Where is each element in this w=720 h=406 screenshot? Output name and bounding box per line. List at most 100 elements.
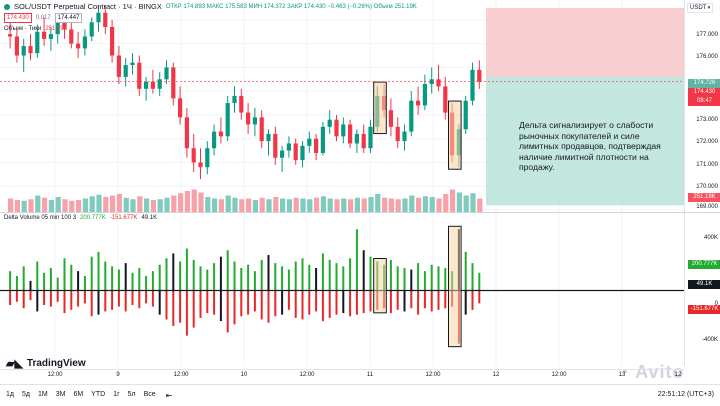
volume-bar — [157, 199, 163, 212]
candle-body — [368, 126, 373, 149]
time-axis[interactable]: 12:00 9 12:00 10 12:00 11 12:00 12 12:00… — [0, 369, 684, 384]
price-axis[interactable]: USDT ▾ 177.000 176.000 173.000 172.000 1… — [684, 0, 720, 212]
candle-body — [402, 131, 407, 142]
candle-body — [82, 36, 87, 49]
candle-body — [42, 31, 47, 39]
volume-bar — [137, 196, 143, 212]
volume-bar — [456, 192, 462, 212]
candle-body — [320, 126, 325, 153]
volume-bar — [130, 199, 136, 212]
volume-bar — [395, 199, 401, 212]
range-5y-button[interactable]: 5л — [127, 391, 136, 398]
candle-body — [327, 119, 332, 127]
tradingview-logo-icon: ▰◣ — [6, 358, 23, 370]
range-1m-button[interactable]: 1М — [37, 391, 48, 398]
spread-value: 0.017 — [35, 15, 51, 21]
volume-bar — [354, 197, 360, 212]
time-tick: 13 — [618, 372, 626, 378]
candle-body — [409, 100, 414, 132]
range-3m-button[interactable]: 3М — [55, 391, 66, 398]
candle-body — [14, 36, 19, 56]
candle-body — [354, 133, 359, 144]
volume-bar — [103, 197, 109, 212]
delta-tag-neg: -151.677K — [688, 305, 720, 314]
range-6m-button[interactable]: 6М — [73, 391, 84, 398]
volume-bar — [252, 200, 258, 212]
goto-date-icon[interactable]: ⇤ — [165, 391, 173, 400]
delta-volume-panel[interactable] — [0, 213, 684, 366]
delta-volume-chart[interactable] — [0, 213, 684, 366]
range-all-button[interactable]: Все — [143, 391, 156, 398]
volume-bar — [171, 195, 177, 212]
candle-body — [171, 67, 176, 99]
price-tag-upper: 174.726 — [688, 79, 720, 88]
volume-bar — [21, 200, 27, 212]
volume-label[interactable]: Объем · Тики — [4, 26, 42, 32]
symbol-title[interactable]: SOL/USDT Perpetual Contract · 1Ч · BINGX — [14, 2, 162, 11]
volume-bar — [14, 200, 20, 212]
time-tick: 12 — [492, 372, 500, 378]
volume-bar — [42, 197, 48, 212]
candle-body — [110, 27, 115, 56]
price-tick: 171.000 — [696, 162, 718, 168]
volume-bar — [55, 197, 61, 212]
tradingview-logo[interactable]: ▰◣ TradingView — [6, 357, 86, 370]
candle-body — [436, 79, 441, 87]
candle-body — [76, 43, 81, 49]
volume-bar — [76, 200, 82, 212]
candle-body — [123, 65, 128, 77]
volume-bar — [239, 199, 245, 212]
candle-body — [150, 81, 155, 89]
volume-bar — [286, 199, 292, 212]
highlight-box — [448, 225, 462, 348]
currency-selector[interactable]: USDT ▾ — [687, 3, 714, 13]
volume-bar — [35, 195, 41, 212]
time-tick: 12:00 — [173, 372, 189, 378]
candle-body — [212, 131, 217, 149]
buy-button[interactable]: 174.447 — [54, 13, 83, 23]
time-tick: 12:00 — [47, 372, 63, 378]
candle-body — [218, 131, 223, 137]
volume-bar — [382, 197, 388, 212]
volume-legend: Объем · Тики 251.19K — [4, 26, 68, 32]
price-chart[interactable] — [0, 0, 684, 212]
candle-body — [341, 124, 346, 137]
candle-body — [8, 34, 13, 37]
candle-body — [225, 103, 230, 137]
watermark: ◔ Avito — [618, 362, 685, 382]
delta-net-value: 49.1K — [141, 215, 158, 221]
candle-body — [48, 34, 53, 39]
volume-bar — [477, 198, 483, 212]
candle-body — [144, 81, 149, 89]
volume-bar — [327, 198, 333, 212]
volume-bar — [388, 198, 394, 212]
candle-body — [35, 31, 40, 54]
candle-body — [388, 110, 393, 127]
volume-bar — [402, 198, 408, 212]
price-tick: 170.000 — [696, 184, 718, 190]
volume-bar — [348, 199, 354, 212]
candle-body — [293, 143, 298, 161]
range-1d-button[interactable]: 1д — [6, 391, 14, 398]
range-ytd-button[interactable]: YTD — [91, 391, 106, 398]
candle-body — [443, 86, 448, 113]
clock[interactable]: 22:51:12 (UTC+3) — [657, 391, 714, 398]
volume-bar — [123, 197, 129, 212]
price-chart-panel[interactable] — [0, 0, 684, 212]
time-tick: 11 — [366, 372, 374, 378]
time-tick: 12:00 — [299, 372, 315, 378]
delta-axis[interactable]: 400K 0 -400K 200.777K 49.1K -151.677K — [684, 213, 720, 366]
candle-body — [286, 143, 291, 151]
candle-body — [246, 112, 251, 125]
candle-body — [334, 119, 339, 137]
candle-body — [69, 29, 74, 44]
candle-body — [470, 69, 475, 101]
sell-button[interactable]: 174.430 — [4, 13, 32, 23]
candle-body — [130, 62, 135, 66]
price-tick: 177.000 — [696, 32, 718, 38]
pane-divider[interactable] — [0, 212, 720, 213]
range-1y-button[interactable]: 1г — [113, 391, 120, 398]
delta-title[interactable]: Delta Volume 05 min 100 3 — [4, 215, 77, 221]
price-tick: 172.000 — [696, 139, 718, 145]
range-5d-button[interactable]: 5д — [21, 391, 30, 398]
